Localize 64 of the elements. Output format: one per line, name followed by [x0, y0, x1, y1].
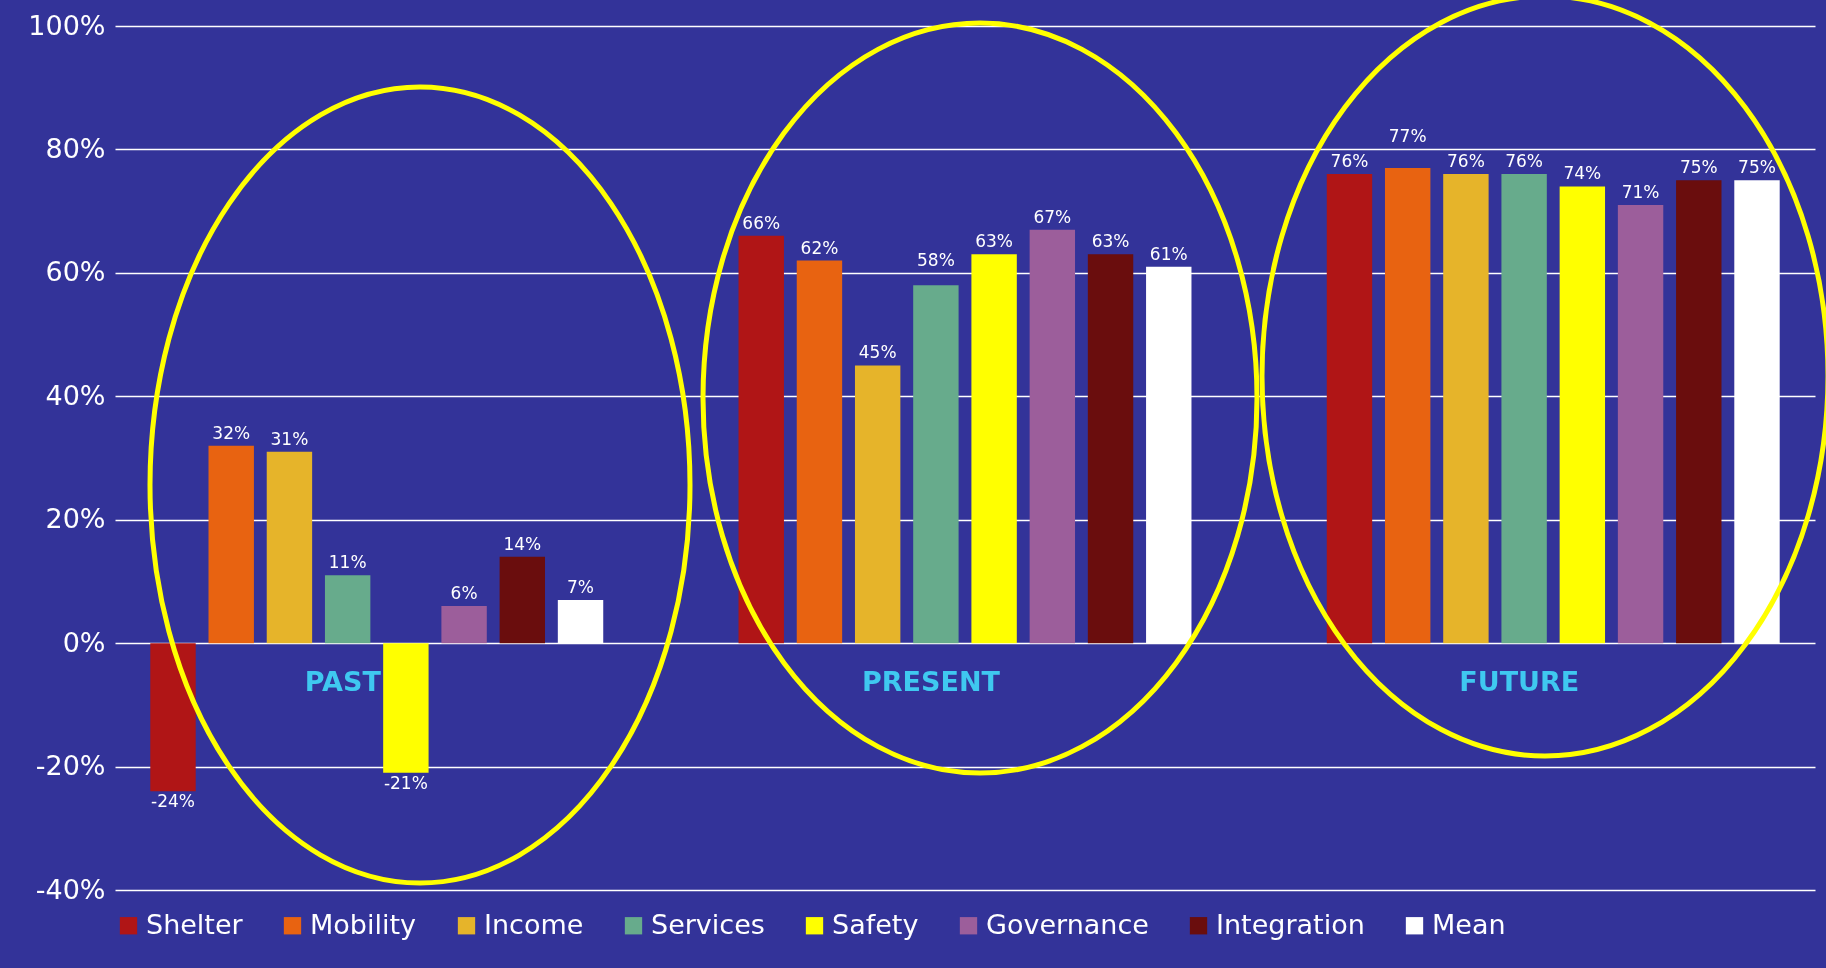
y-tick-label: -40% [35, 873, 106, 905]
bar [1676, 180, 1722, 644]
bar [1384, 167, 1431, 644]
y-tick-label: -20% [35, 750, 106, 782]
y-tick-label: 40% [45, 379, 106, 411]
bar [1029, 229, 1076, 644]
data-label: 7% [567, 576, 595, 597]
y-tick-label: 0% [62, 626, 106, 658]
data-label: 75% [1679, 157, 1718, 178]
bar [1087, 254, 1134, 644]
data-label: 66% [742, 212, 781, 233]
data-label: 32% [212, 422, 251, 443]
data-label: 58% [916, 249, 955, 270]
x-tick-label: PRESENT [862, 665, 1001, 697]
legend-label: Mean [1432, 908, 1506, 940]
data-label: -21% [383, 772, 428, 793]
data-label: 75% [1738, 157, 1776, 178]
data-label: 6% [450, 583, 478, 604]
data-label: 11% [328, 552, 367, 573]
y-tick-label: 100% [28, 9, 106, 41]
bar [266, 451, 313, 644]
bar [383, 643, 429, 773]
y-tick-label: 20% [45, 503, 106, 535]
data-label: 76% [1505, 151, 1544, 172]
data-label: 31% [270, 428, 309, 449]
legend-label: Shelter [146, 908, 244, 940]
data-label: 76% [1330, 151, 1369, 172]
bar [796, 260, 843, 644]
legend-label: Mobility [310, 908, 417, 940]
x-tick-label: PAST [304, 665, 382, 697]
y-tick-label: 60% [45, 256, 106, 288]
data-label: 74% [1563, 163, 1602, 184]
bar [1559, 186, 1606, 644]
bar [1501, 174, 1547, 644]
data-label: 61% [1149, 243, 1188, 264]
bar [854, 365, 901, 644]
bar [499, 556, 546, 644]
data-label: 62% [800, 237, 839, 258]
bar [738, 235, 784, 644]
legend-label: Services [651, 908, 765, 940]
bar [441, 606, 487, 644]
data-label: 71% [1621, 181, 1660, 202]
y-tick-label: 80% [45, 132, 106, 164]
bar [150, 643, 196, 792]
bar [1617, 204, 1664, 644]
legend-label: Income [484, 908, 584, 940]
bar [1443, 174, 1489, 644]
data-label: 76% [1447, 151, 1485, 172]
x-tick-label: FUTURE [1459, 665, 1580, 697]
bar [324, 575, 371, 644]
bar [913, 285, 959, 644]
data-label: 45% [858, 342, 897, 363]
data-label: 67% [1033, 206, 1072, 227]
bar [208, 445, 254, 644]
bar [971, 254, 1017, 644]
data-label: -24% [151, 791, 195, 812]
data-label: 14% [503, 533, 542, 554]
data-label: 63% [1091, 231, 1130, 252]
data-label: 77% [1388, 126, 1427, 147]
legend-label: Safety [832, 908, 919, 940]
bar [1326, 174, 1373, 644]
data-label: 63% [975, 231, 1014, 252]
legend-label: Integration [1216, 908, 1365, 940]
legend-label: Governance [986, 908, 1149, 940]
